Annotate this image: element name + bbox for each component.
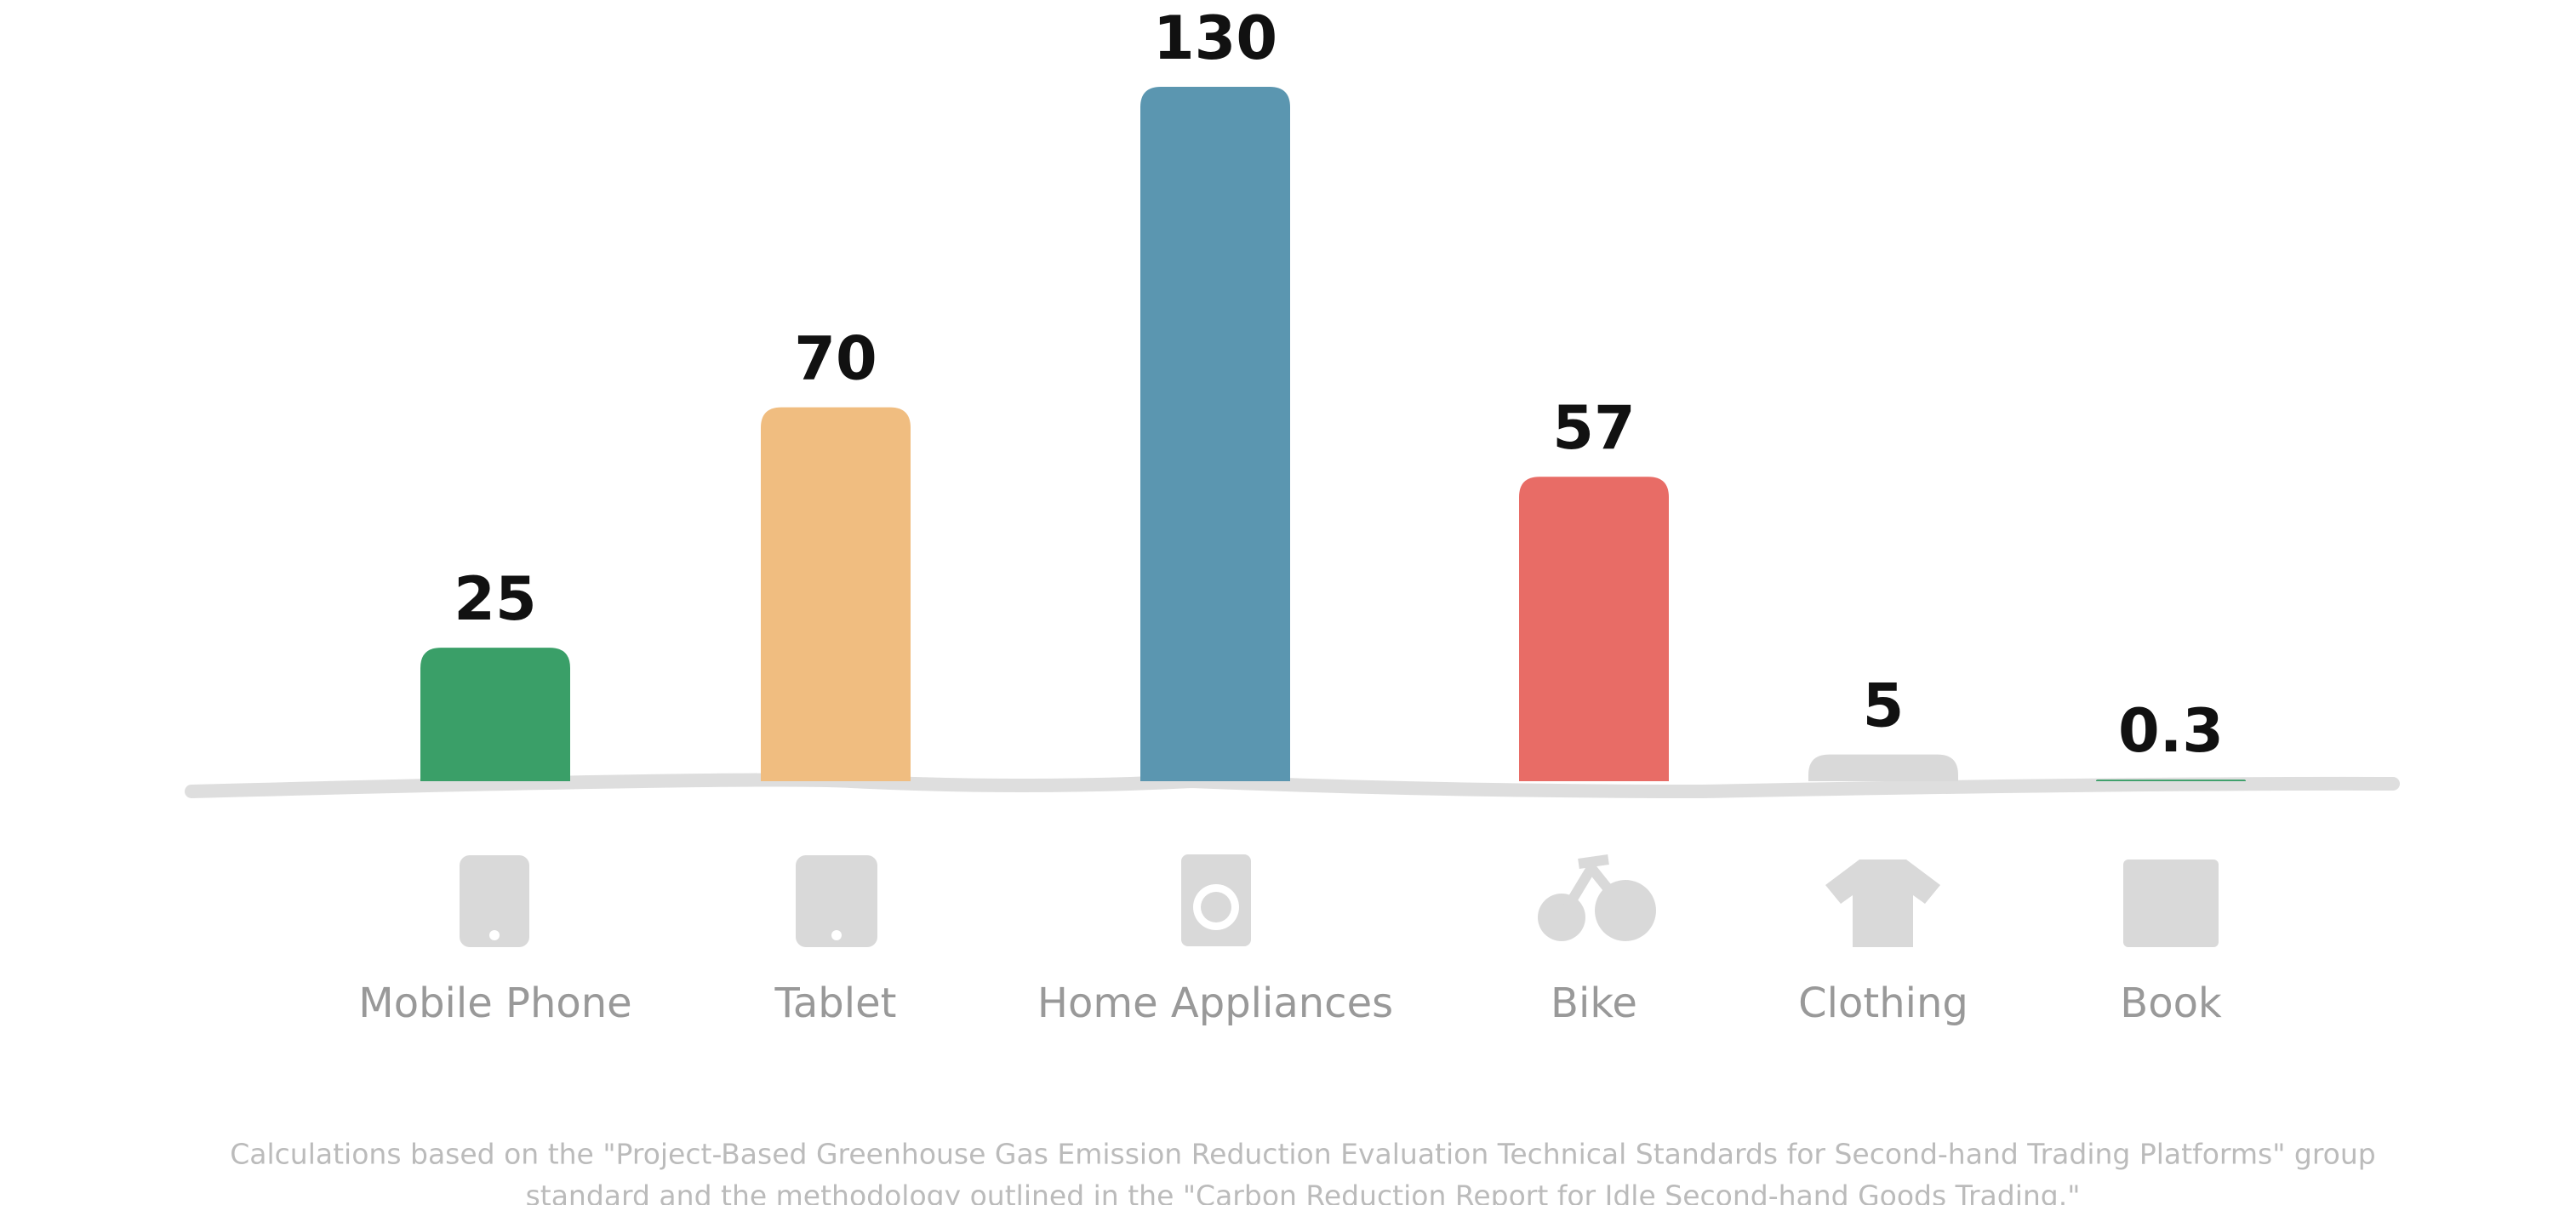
- value-label: 25: [454, 564, 536, 634]
- tablet-icon-button: [831, 930, 842, 940]
- shirt-icon: [1825, 859, 1940, 947]
- category-label: Bike: [1551, 979, 1637, 1027]
- value-label: 57: [1552, 393, 1635, 463]
- value-label: 130: [1153, 3, 1277, 73]
- category-label: Tablet: [774, 979, 897, 1027]
- category-label: Mobile Phone: [358, 979, 631, 1027]
- bar: [1519, 477, 1669, 781]
- bar: [1808, 754, 1958, 781]
- footnote: Calculations based on the "Project-Based…: [230, 1138, 2376, 1171]
- bar: [1140, 87, 1290, 781]
- tablet-icon: [796, 855, 877, 947]
- value-label: 0.3: [2118, 696, 2224, 766]
- icons: [460, 854, 2219, 947]
- bike-icon-frame: [1556, 854, 1630, 921]
- value-label: 5: [1863, 671, 1905, 741]
- category-label: Clothing: [1798, 979, 1968, 1027]
- value-label: 70: [794, 324, 877, 394]
- phone-icon: [460, 855, 529, 947]
- washer-icon-drum: [1201, 892, 1231, 922]
- phone-icon-button: [489, 930, 500, 940]
- category-label: Home Appliances: [1037, 979, 1393, 1027]
- bar: [2096, 780, 2246, 781]
- book-icon: [2123, 859, 2219, 947]
- bar: [761, 407, 911, 781]
- bar: [420, 648, 570, 781]
- category-label: Book: [2120, 979, 2222, 1027]
- footnote: standard and the methodology outlined in…: [526, 1179, 2081, 1205]
- baseline: [185, 773, 2400, 799]
